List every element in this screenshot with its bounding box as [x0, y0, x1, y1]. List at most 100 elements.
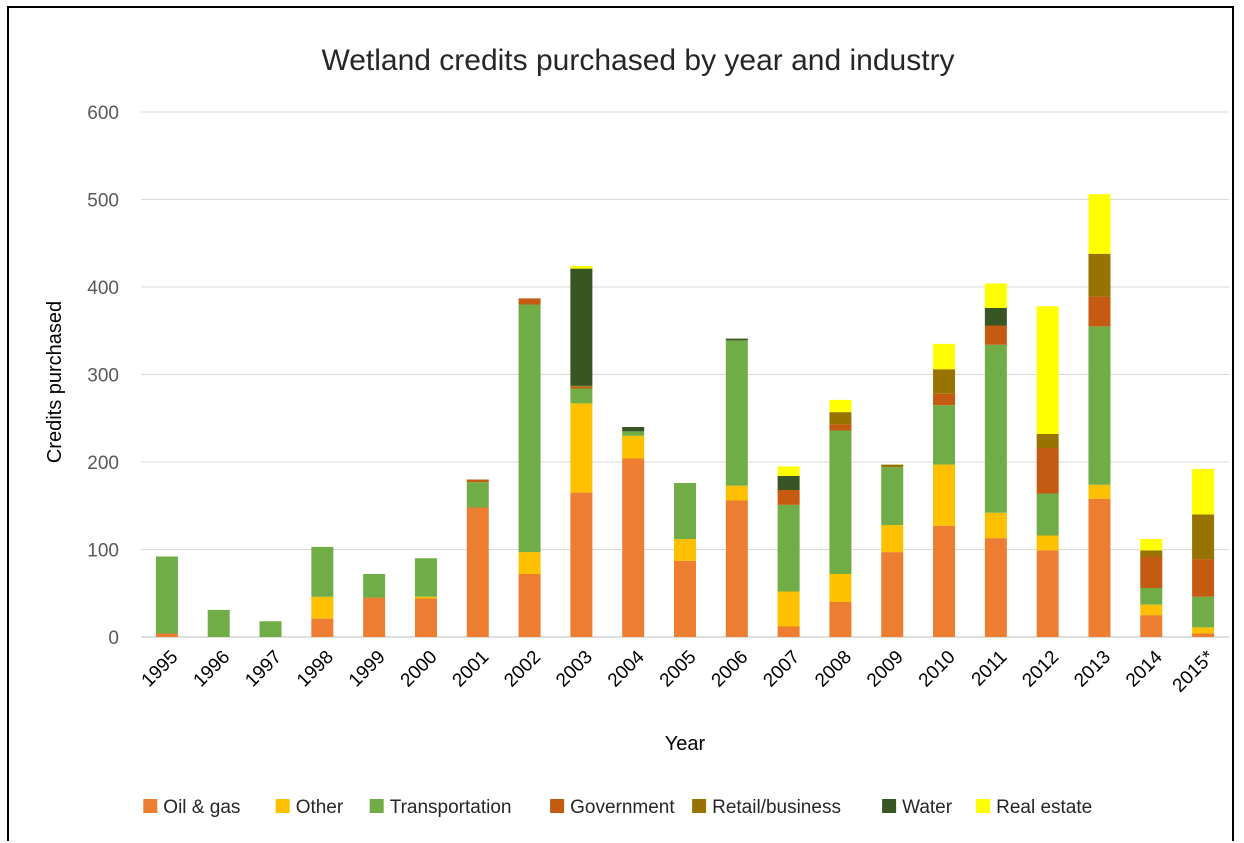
bar-segment: [311, 596, 334, 619]
bar-segment: [1140, 615, 1163, 637]
bar-segment: [829, 412, 852, 425]
bar-segment: [1088, 194, 1111, 254]
bar-segment: [155, 556, 178, 634]
bar-segment: [1088, 498, 1111, 637]
y-tick-label: 400: [87, 278, 119, 299]
legend-label: Government: [570, 797, 675, 818]
bar-segment: [881, 464, 904, 468]
bar-segment: [777, 466, 800, 476]
bar-segment: [984, 283, 1007, 308]
legend-label: Real estate: [996, 797, 1092, 818]
bar-segment: [414, 596, 437, 599]
legend-item: Transportation: [369, 797, 512, 818]
bar-segment: [1140, 556, 1163, 588]
bar-segment: [1036, 306, 1059, 434]
x-tick-label: 2007: [759, 647, 804, 692]
bar-segment: [1088, 296, 1111, 327]
legend-item: Water: [882, 797, 953, 818]
x-tick-label: 2011: [968, 647, 1012, 691]
bar-segment: [777, 490, 800, 505]
bar-segment: [1088, 484, 1111, 499]
bar-segment: [518, 574, 541, 637]
bar-segment: [881, 525, 904, 553]
bar-segment: [518, 298, 541, 305]
bar-segment: [777, 591, 800, 627]
bar-segment: [725, 340, 748, 486]
bar-segment: [1088, 326, 1111, 485]
bar-segment: [518, 304, 541, 553]
bar-segment: [1192, 469, 1215, 515]
bar-segment: [881, 552, 904, 637]
bar-segment: [570, 268, 593, 386]
bar-segment: [933, 343, 956, 370]
bar-segment: [414, 598, 437, 637]
bar-segment: [1192, 559, 1215, 597]
legend-label: Water: [902, 797, 953, 818]
x-tick-label: 2009: [863, 647, 908, 692]
x-tick-label: 1995: [138, 647, 183, 692]
chart-frame: Wetland credits purchased by year and in…: [7, 6, 1234, 841]
y-axis-ticks: 0 100 200 300 400 500 600: [87, 103, 119, 649]
legend-swatch: [369, 799, 384, 813]
legend-item: Other: [275, 797, 344, 818]
legend-swatch: [692, 799, 707, 813]
x-tick-label: 2013: [1070, 647, 1115, 692]
bar-segment: [984, 512, 1007, 539]
legend: Oil & gas Other Transportation Government Re…: [143, 797, 1092, 818]
bar-segment: [984, 538, 1007, 637]
bar-segment: [1192, 596, 1215, 628]
bar-segment: [570, 385, 593, 387]
legend-swatch: [976, 799, 991, 813]
legend-swatch: [275, 799, 290, 813]
x-tick-label: 2005: [656, 647, 701, 692]
bar-segment: [570, 403, 593, 493]
bar-segment: [466, 479, 489, 483]
bar-segment: [777, 504, 800, 592]
bar-segment: [1140, 588, 1163, 605]
legend-swatch: [143, 799, 158, 813]
bar-segment: [674, 539, 696, 561]
bar-segment: [466, 507, 489, 637]
legend-label: Oil & gas: [163, 797, 240, 818]
bar-segment: [829, 574, 852, 602]
bar-segment: [933, 405, 956, 465]
bar-segment: [1036, 493, 1059, 536]
bar-segment: [363, 597, 386, 637]
bar-segment: [777, 626, 800, 637]
x-tick-label: 2002: [500, 647, 545, 692]
legend-label: Transportation: [390, 797, 512, 818]
bar-segment: [829, 430, 852, 574]
bar-segment: [777, 476, 800, 490]
legend-item: Retail/business: [692, 797, 841, 818]
bar-segment: [466, 482, 489, 508]
legend-swatch: [882, 799, 897, 813]
bar-segment: [1036, 550, 1059, 637]
bar-segment: [984, 308, 1007, 326]
bars: [155, 194, 1215, 637]
bar-segment: [829, 424, 852, 431]
bar-segment: [1140, 550, 1163, 557]
x-tick-label: 2003: [552, 647, 597, 692]
legend-item: Government: [550, 797, 675, 818]
x-axis-title: Year: [665, 733, 706, 755]
bar-segment: [725, 500, 748, 637]
bar-segment: [207, 609, 230, 637]
y-tick-label: 100: [87, 541, 119, 562]
legend-item: Real estate: [976, 797, 1092, 818]
bar-segment: [881, 467, 904, 525]
bar-segment: [570, 386, 593, 389]
y-tick-label: 600: [87, 103, 119, 124]
x-tick-label: 1997: [241, 647, 286, 692]
bar-segment: [829, 602, 852, 637]
bar-segment: [725, 485, 748, 501]
bar-segment: [622, 435, 645, 459]
bar-segment: [311, 546, 334, 597]
bar-segment: [1192, 514, 1215, 560]
chart-title: Wetland credits purchased by year and in…: [321, 44, 954, 77]
bar-segment: [933, 393, 956, 406]
bar-segment: [1140, 539, 1163, 551]
legend-item: Oil & gas: [143, 797, 240, 818]
x-tick-label: 1999: [345, 647, 390, 692]
x-tick-label: 2015*: [1169, 646, 1219, 696]
x-tick-label: 2010: [915, 647, 960, 692]
